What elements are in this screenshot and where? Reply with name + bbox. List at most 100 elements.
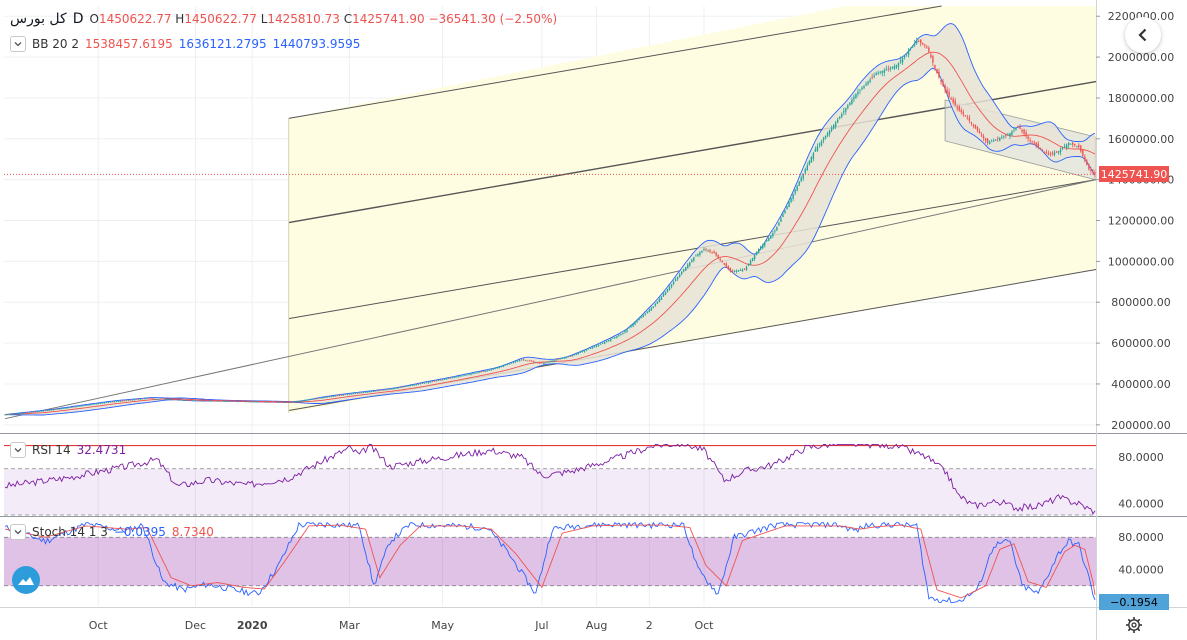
candle-body: [38, 411, 41, 412]
chevron-down-icon[interactable]: [10, 524, 26, 540]
candle-body: [458, 376, 460, 378]
candle-body: [832, 125, 835, 129]
rsi-name[interactable]: RSI 14: [32, 443, 71, 457]
candle-body: [316, 398, 318, 400]
candle-body: [753, 254, 756, 260]
candle-body: [148, 397, 150, 399]
chevron-down-icon[interactable]: [10, 442, 26, 458]
candle-body: [735, 270, 738, 272]
candle-body: [63, 408, 65, 409]
candle-body: [44, 410, 47, 412]
candle-body: [982, 136, 985, 138]
candle-body: [366, 391, 369, 393]
candle-body: [790, 198, 792, 202]
candle-body: [697, 254, 699, 256]
candle-body: [695, 255, 697, 257]
candle-body: [510, 362, 513, 364]
low-value: 1425810.73: [267, 12, 340, 26]
candle-body: [294, 401, 296, 403]
candle-body: [476, 372, 478, 374]
candle-body: [162, 398, 164, 400]
candle-body: [583, 350, 586, 352]
candle-body: [1049, 153, 1052, 155]
candle-body: [411, 385, 413, 386]
candle-body: [956, 106, 958, 109]
candle-body: [589, 348, 592, 349]
candle-body: [857, 91, 859, 95]
candle-body: [913, 43, 916, 45]
stoch-tick-label: 80.0000: [1118, 531, 1164, 544]
candle-body: [774, 230, 776, 232]
candle-body: [958, 106, 960, 111]
candle-body: [61, 408, 63, 410]
interval-label[interactable]: D: [72, 11, 84, 27]
time-tick-label: Oct: [89, 619, 109, 632]
candle-body: [158, 398, 160, 400]
candle-body: [822, 138, 825, 141]
candle-body: [1033, 142, 1035, 144]
candle-body: [599, 343, 602, 345]
candle-body: [397, 387, 399, 389]
candle-body: [531, 360, 533, 362]
candle-body: [1015, 128, 1017, 130]
candle-body: [393, 388, 395, 390]
candle-body: [836, 119, 839, 123]
candle-body: [676, 276, 679, 280]
candle-body: [565, 356, 567, 359]
candle-body: [749, 260, 752, 265]
candle-body: [168, 399, 170, 401]
channel-line: [288, 179, 1097, 320]
stoch-name[interactable]: Stoch 14 1 3: [32, 525, 108, 539]
candle-body: [723, 263, 725, 265]
candle-body: [759, 246, 762, 249]
time-tick-label: May: [431, 619, 454, 632]
candle-body: [851, 99, 853, 104]
candle-body: [719, 259, 721, 261]
candle-body: [225, 401, 227, 402]
candle-body: [642, 315, 644, 318]
back-button[interactable]: [1125, 17, 1161, 53]
candle-body: [926, 46, 928, 48]
candle-body: [1078, 145, 1080, 147]
candle-body: [650, 308, 653, 311]
candle-body: [794, 189, 796, 194]
tradingview-logo-icon[interactable]: [12, 566, 40, 594]
time-axis[interactable]: Oct Dec 2020 Mar May Jul Aug 2 Oct: [89, 619, 714, 632]
candle-body: [413, 384, 415, 386]
price-axis[interactable]: 200000.00 400000.00 600000.00 800000.00 1000…: [1096, 10, 1174, 577]
candle-body: [909, 48, 912, 49]
candle-body: [644, 313, 646, 315]
candle-body: [383, 389, 385, 391]
candle-body: [932, 56, 934, 63]
candle-body: [182, 400, 185, 401]
candle-body: [1059, 149, 1062, 153]
candle-body: [666, 289, 669, 293]
candle-body: [26, 412, 29, 413]
candle-body: [377, 390, 379, 392]
candle-body: [936, 69, 938, 74]
candle-body: [492, 368, 494, 370]
candle-body: [69, 407, 71, 409]
candle-body: [172, 399, 174, 401]
candle-body: [332, 396, 334, 397]
low-label: L: [260, 12, 268, 26]
candle-body: [364, 392, 367, 393]
candle-body: [585, 349, 588, 351]
chevron-down-icon[interactable]: [10, 36, 26, 52]
rsi-tick-label: 80.0000: [1118, 451, 1164, 464]
candle-body: [747, 263, 750, 266]
candle-body: [283, 402, 286, 404]
candle-body: [330, 396, 332, 398]
candle-body: [289, 402, 292, 403]
gear-icon[interactable]: [1124, 615, 1144, 635]
candle-body: [587, 348, 590, 350]
candle-body: [271, 401, 274, 403]
candle-body: [603, 342, 606, 344]
time-tick-label: 2020: [237, 619, 268, 632]
price-tick-label: 1600000.00: [1108, 133, 1174, 146]
bb-name[interactable]: BB 20 2: [32, 37, 79, 51]
candle-body: [853, 96, 855, 100]
symbol-name[interactable]: کل بورس: [10, 11, 67, 27]
candle-body: [772, 233, 774, 236]
